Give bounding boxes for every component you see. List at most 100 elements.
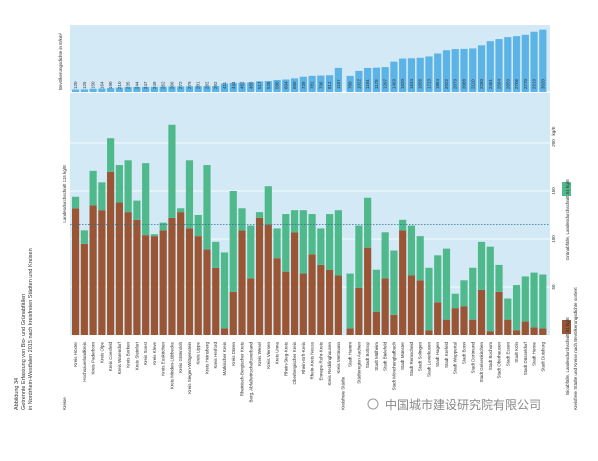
density-bar [133,86,141,92]
density-label: 244 [134,81,139,89]
density-label: 780 [348,81,353,89]
density-label: 796 [318,81,323,89]
bar-segment [203,165,211,250]
bar-segment [220,328,229,335]
x-tick-label: Stadt Hagen [435,342,440,368]
bar-segment [334,210,342,276]
bar-segment [290,210,299,233]
density-label: 739 [301,81,306,89]
bar-segment [115,165,123,203]
watermark: 中国城市建设研究院有限公司 [385,397,541,412]
bar-segment [273,228,281,259]
bar-segment [486,331,494,335]
density-bar [521,34,529,92]
density-label: 292 [213,81,218,89]
density-label: 1620 [400,78,405,89]
x-tick-label: Berg. Abfallwirtschaftsverband [248,342,253,403]
bar-segment [512,285,521,331]
bar-segment [299,273,307,335]
x-tick-label: Kreis Borken [126,342,131,368]
density-bar [539,29,547,93]
bar-segment [229,191,237,292]
density-label: 2110 [470,79,475,89]
x-tick-label: Kreis Siegen-Wittgenstein [187,342,192,394]
x-tick-label: Kreis Herford [213,342,218,369]
x-tick-label: Stadt Bochum [488,342,493,371]
density-label: 262 [161,81,166,89]
x-tick-label: Stadt Bottrop [365,342,370,369]
bar-segment [372,269,380,312]
bar-segment [80,230,88,244]
x-tick-label: Rhein-Sieg-Kreis [283,341,288,376]
bar-segment [212,241,220,268]
x-tick-label: Kreis Euskirchen [161,342,166,376]
x-tick-label: Rhein-Kreis Neuss [310,341,315,379]
bar-segment [425,330,433,335]
density-label: 2088 [461,78,466,89]
bar-segment [247,225,255,279]
bar-segment [477,241,486,290]
x-tick-label: Kreis Soest [143,341,148,365]
density-label: Bevölkerungsdichte in E/km² [58,32,63,90]
figure-number: Abbildung 34 [14,378,20,410]
bar-segment [495,291,503,335]
density-label: 1634 [409,78,414,89]
bar-segment [407,275,416,335]
bar-segment [326,269,334,335]
legend-swatch [562,320,571,334]
bar-segment [264,224,272,335]
bar-segment [229,291,237,335]
x-tick-label: Stadt Essen [505,342,510,367]
density-bar [159,86,167,92]
density-bar [425,56,433,92]
density-label: 2770 [523,78,528,89]
x-tick-label: Märkischer Kreis [222,341,227,375]
bar-segment [326,214,334,270]
bar-segment [220,252,229,329]
density-bar [504,37,512,92]
bar-segment [185,160,194,229]
density-label: 1864 [435,78,440,89]
chart-subtitle: in Nordrhein-Westfalen 2015 nach kreisfr… [28,248,34,410]
bar-segment [72,208,80,335]
bar-segment [124,160,132,213]
x-tick-label: Stadt Gelsenkirchen [479,342,484,383]
density-bar [107,88,115,92]
density-bar [150,86,159,92]
x-tick-label: Kreis Gütersloh [178,342,183,374]
x-tick-label: Kreis Viersen [266,342,271,369]
density-label: 120 [73,81,78,89]
x-tick-label: Stadt Bielefeld [383,342,388,372]
bar-segment [255,212,264,218]
bar-segment [451,293,459,309]
x-tick-label: Stadt Oberhausen [497,342,502,379]
bar-segment [346,273,354,329]
y-tick-label: 200 [551,139,556,147]
density-label: 1207 [383,78,388,89]
density-label: 2260 [479,78,484,89]
bar-segment [72,196,80,209]
bar-segment [177,208,185,213]
bar-segment [364,197,372,248]
density-bar [530,31,538,92]
density-label: 2461 [488,78,493,89]
bar-segment [98,182,106,211]
x-tick-label: Kreis Heinsberg [204,342,209,375]
bar-segment [434,255,442,303]
density-label: 517 [257,81,262,89]
bar-segment [273,258,281,335]
x-tick-label: Stadt Solingen [418,342,423,372]
bar-segment [194,236,202,335]
x-tick-label: Stadt Leverkusen [426,342,431,378]
bar-segment [512,330,521,335]
bar-segment [381,278,389,335]
bar-segment [177,212,185,335]
density-bar [495,39,503,92]
bar-segment [504,298,512,320]
density-bar [89,88,97,92]
density-bar [229,82,237,92]
density-label: 150 [91,81,96,89]
density-label: 3020 [540,78,545,89]
bar-segment [364,247,372,335]
bar-segment [407,225,416,276]
